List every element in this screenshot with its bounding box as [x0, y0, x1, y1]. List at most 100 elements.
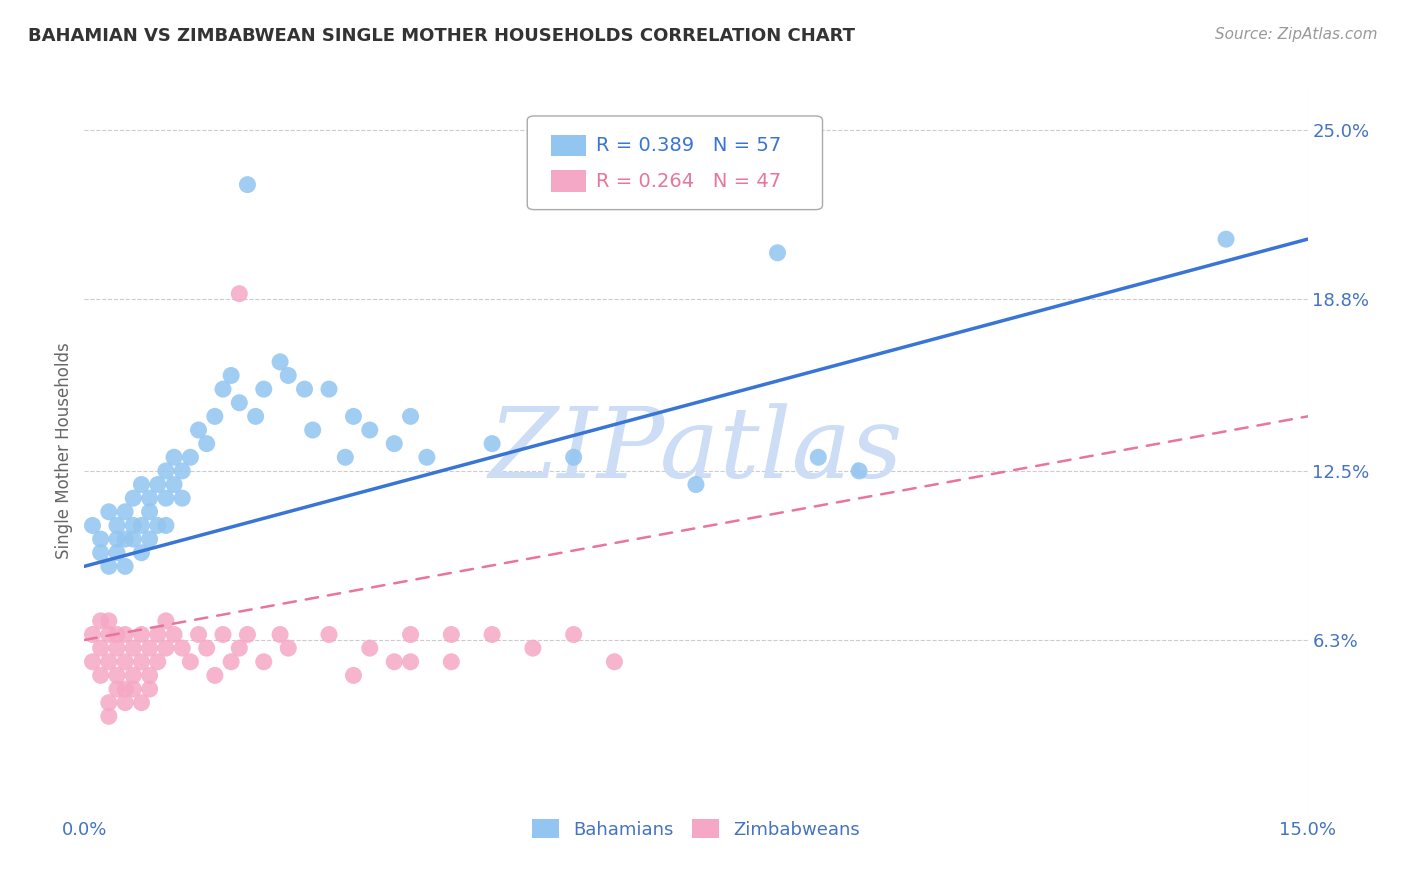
- Point: [105, 627, 128, 641]
- Point: [82, 518, 104, 533]
- Point: [440, 655, 463, 669]
- Point: [228, 286, 250, 301]
- Point: [105, 641, 128, 656]
- Point: [90, 546, 112, 560]
- Point: [90, 614, 112, 628]
- Point: [122, 641, 145, 656]
- Point: [236, 627, 259, 641]
- Point: [138, 532, 160, 546]
- Point: [172, 491, 194, 505]
- Point: [155, 614, 177, 628]
- Point: [228, 641, 250, 656]
- Point: [342, 409, 364, 424]
- Point: [399, 627, 422, 641]
- Point: [204, 668, 226, 682]
- Point: [807, 450, 830, 465]
- Point: [97, 559, 120, 574]
- Point: [122, 518, 145, 533]
- Point: [105, 668, 128, 682]
- Point: [228, 396, 250, 410]
- Point: [138, 641, 160, 656]
- Point: [122, 491, 145, 505]
- Text: ZIPatlas: ZIPatlas: [489, 403, 903, 498]
- Point: [481, 436, 503, 450]
- Point: [163, 450, 186, 465]
- Point: [155, 491, 177, 505]
- Point: [440, 627, 463, 641]
- Point: [179, 450, 201, 465]
- Point: [399, 409, 422, 424]
- Point: [138, 681, 160, 696]
- Point: [399, 655, 422, 669]
- Point: [146, 518, 169, 533]
- Point: [97, 709, 120, 723]
- Text: BAHAMIAN VS ZIMBABWEAN SINGLE MOTHER HOUSEHOLDS CORRELATION CHART: BAHAMIAN VS ZIMBABWEAN SINGLE MOTHER HOU…: [28, 27, 855, 45]
- Point: [522, 641, 544, 656]
- Point: [269, 355, 291, 369]
- Point: [163, 477, 186, 491]
- Point: [195, 436, 218, 450]
- Point: [114, 655, 136, 669]
- Point: [277, 641, 299, 656]
- Point: [122, 681, 145, 696]
- Text: R = 0.264   N = 47: R = 0.264 N = 47: [596, 171, 782, 191]
- Point: [131, 627, 153, 641]
- Point: [481, 627, 503, 641]
- Point: [195, 641, 218, 656]
- Point: [382, 436, 405, 450]
- Point: [766, 245, 789, 260]
- Point: [122, 668, 145, 682]
- Point: [269, 627, 291, 641]
- Point: [90, 668, 112, 682]
- Point: [131, 477, 153, 491]
- Point: [138, 668, 160, 682]
- Point: [204, 409, 226, 424]
- Point: [155, 464, 177, 478]
- Point: [212, 627, 235, 641]
- Point: [97, 614, 120, 628]
- Point: [114, 505, 136, 519]
- Point: [97, 627, 120, 641]
- Point: [219, 368, 242, 383]
- Point: [172, 464, 194, 478]
- Text: R = 0.389   N = 57: R = 0.389 N = 57: [596, 136, 782, 155]
- Point: [236, 178, 259, 192]
- Point: [114, 559, 136, 574]
- Point: [82, 627, 104, 641]
- Point: [685, 477, 707, 491]
- Point: [416, 450, 439, 465]
- Point: [155, 641, 177, 656]
- Point: [335, 450, 357, 465]
- Point: [277, 368, 299, 383]
- Point: [146, 627, 169, 641]
- Point: [318, 627, 340, 641]
- Point: [187, 627, 209, 641]
- Point: [359, 423, 381, 437]
- Point: [562, 450, 585, 465]
- Point: [97, 655, 120, 669]
- Point: [105, 681, 128, 696]
- Y-axis label: Single Mother Households: Single Mother Households: [55, 343, 73, 558]
- Point: [122, 532, 145, 546]
- Point: [105, 532, 128, 546]
- Point: [105, 518, 128, 533]
- Point: [603, 655, 626, 669]
- Point: [342, 668, 364, 682]
- Point: [114, 532, 136, 546]
- Point: [131, 546, 153, 560]
- Point: [253, 382, 276, 396]
- Point: [138, 491, 160, 505]
- Point: [105, 546, 128, 560]
- Point: [359, 641, 381, 656]
- Text: Source: ZipAtlas.com: Source: ZipAtlas.com: [1215, 27, 1378, 42]
- Point: [146, 655, 169, 669]
- Point: [82, 655, 104, 669]
- Point: [212, 382, 235, 396]
- Point: [294, 382, 316, 396]
- Point: [382, 655, 405, 669]
- Point: [318, 382, 340, 396]
- Point: [90, 532, 112, 546]
- Point: [90, 641, 112, 656]
- Point: [138, 505, 160, 519]
- Point: [114, 627, 136, 641]
